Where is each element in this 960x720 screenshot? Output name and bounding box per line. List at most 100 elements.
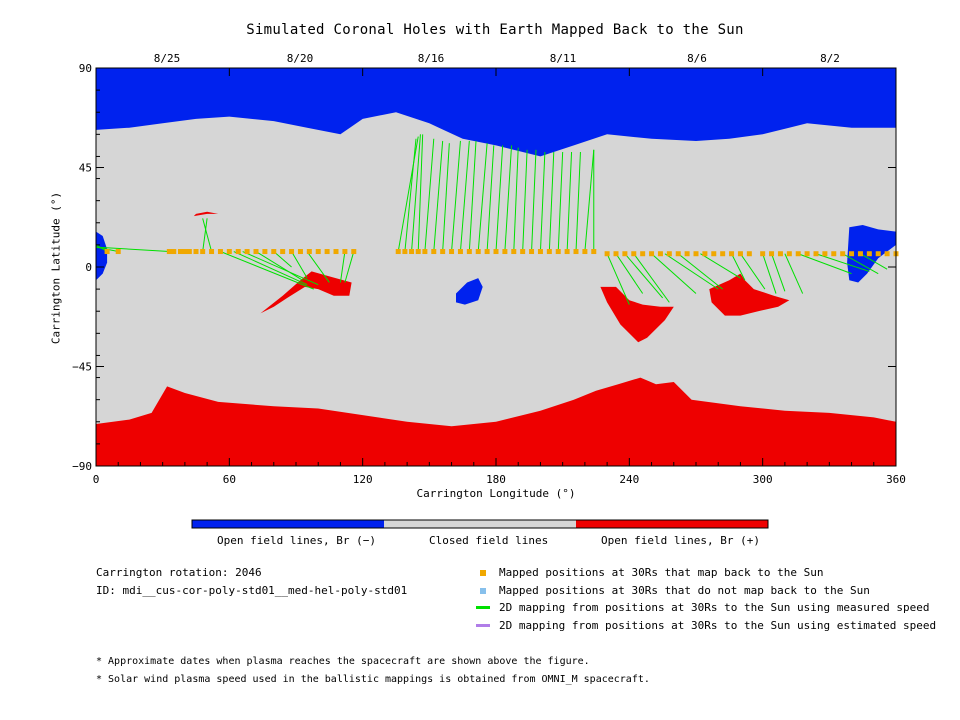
mapping-line — [451, 140, 461, 252]
mapping-line — [242, 251, 319, 286]
mapping-line — [566, 151, 573, 252]
y-tick-label: 45 — [79, 162, 92, 175]
mapped-position-marker — [402, 249, 408, 255]
mapped-position-marker — [666, 251, 672, 257]
mapped-position-marker — [546, 249, 552, 255]
mapping-line — [557, 151, 564, 252]
mapping-line — [762, 253, 777, 294]
x-tick-label: 60 — [223, 473, 236, 486]
run-id: ID: mdi__cus-cor-poly-std01__med-hel-pol… — [96, 584, 408, 597]
legend-measured-line — [476, 606, 490, 609]
mapping-line — [651, 253, 697, 294]
mapping-line — [584, 149, 595, 252]
mapping-line — [575, 151, 581, 252]
mapped-position-marker — [217, 249, 223, 255]
x-tick-label: 180 — [486, 473, 506, 486]
x-tick-label: 120 — [353, 473, 373, 486]
mapped-position-marker — [271, 249, 277, 255]
mapped-position-marker — [333, 249, 339, 255]
mapping-line — [784, 253, 804, 294]
mapped-position-marker — [537, 249, 543, 255]
mapping-line — [531, 149, 537, 252]
mapped-position-marker — [200, 249, 206, 255]
mapped-position-marker — [493, 249, 499, 255]
mapped-position-marker — [306, 249, 312, 255]
mapping-line — [397, 136, 419, 252]
mapped-position-marker — [884, 251, 890, 257]
mapped-position-marker — [746, 251, 752, 257]
mapped-position-marker — [555, 249, 561, 255]
colorbar-segment — [192, 520, 384, 528]
mapped-position-marker — [631, 251, 637, 257]
mapped-position-marker — [711, 251, 717, 257]
mapping-line — [606, 253, 630, 305]
legend-measured-label: 2D mapping from positions at 30Rs to the… — [499, 601, 930, 614]
mapped-position-marker — [693, 251, 699, 257]
mapping-line — [411, 134, 421, 252]
mapped-position-marker — [613, 251, 619, 257]
top-date-label: 8/25 — [154, 52, 181, 65]
mapped-position-marker — [684, 251, 690, 257]
mapping-line — [468, 140, 477, 252]
mapping-line — [202, 218, 208, 252]
mapped-position-marker — [182, 249, 188, 255]
mapped-position-marker — [449, 249, 455, 255]
mapping-line — [731, 253, 746, 281]
mapped-position-marker — [280, 249, 286, 255]
mapping-line — [424, 138, 435, 252]
mapped-position-marker — [457, 249, 463, 255]
coronal-hole-positive-3 — [709, 273, 790, 316]
mapped-position-marker — [840, 251, 846, 257]
x-tick-label: 0 — [93, 473, 100, 486]
mapped-position-marker — [675, 251, 681, 257]
mapping-line — [291, 251, 308, 279]
mapping-line — [539, 151, 546, 252]
y-tick-label: −90 — [72, 460, 92, 473]
colorbar — [191, 519, 769, 529]
coronal-hole-positive-small — [193, 211, 219, 217]
mapping-line — [477, 143, 488, 252]
y-tick-label: 0 — [85, 261, 92, 274]
mapped-position-marker — [324, 249, 330, 255]
mapped-position-marker — [866, 251, 872, 257]
mapped-position-marker — [315, 249, 321, 255]
footnote-dates: * Approximate dates when plasma reaches … — [96, 656, 590, 667]
mapping-line — [233, 251, 308, 286]
mapped-position-marker — [226, 249, 232, 255]
mapping-line — [95, 246, 170, 253]
mapping-line — [513, 147, 519, 252]
mapped-position-marker — [529, 249, 535, 255]
mapping-line — [306, 251, 330, 283]
mapped-position-marker — [804, 251, 810, 257]
mapped-position-marker — [822, 251, 828, 257]
mapping-line — [842, 253, 879, 275]
mapping-line — [220, 251, 314, 290]
legend-not-mapped-label: Mapped positions at 30Rs that do not map… — [499, 584, 870, 597]
x-tick-label: 240 — [619, 473, 639, 486]
mapped-position-marker — [640, 251, 646, 257]
mapped-position-marker — [409, 249, 415, 255]
mapping-line — [442, 143, 450, 252]
mapped-position-marker — [657, 251, 663, 257]
mapped-position-marker — [795, 251, 801, 257]
mapping-line — [486, 145, 495, 252]
mapped-position-marker — [342, 249, 348, 255]
mapped-position-marker — [591, 249, 597, 255]
mapped-position-marker — [813, 251, 819, 257]
footnote-speed: * Solar wind plasma speed used in the ba… — [96, 674, 650, 685]
mapped-position-marker — [351, 249, 357, 255]
mapped-position-marker — [737, 251, 743, 257]
x-tick-label: 360 — [886, 473, 906, 486]
top-date-label: 8/6 — [687, 52, 707, 65]
mapped-position-marker — [289, 249, 295, 255]
top-date-label: 8/20 — [287, 52, 314, 65]
mapping-line — [273, 251, 292, 268]
mapping-line — [548, 151, 555, 252]
mapping-line — [740, 253, 766, 290]
mapped-position-marker — [475, 249, 481, 255]
x-tick-label: 300 — [753, 473, 773, 486]
mapped-position-marker — [422, 249, 428, 255]
mapped-position-marker — [520, 249, 526, 255]
mapping-line — [677, 253, 723, 290]
